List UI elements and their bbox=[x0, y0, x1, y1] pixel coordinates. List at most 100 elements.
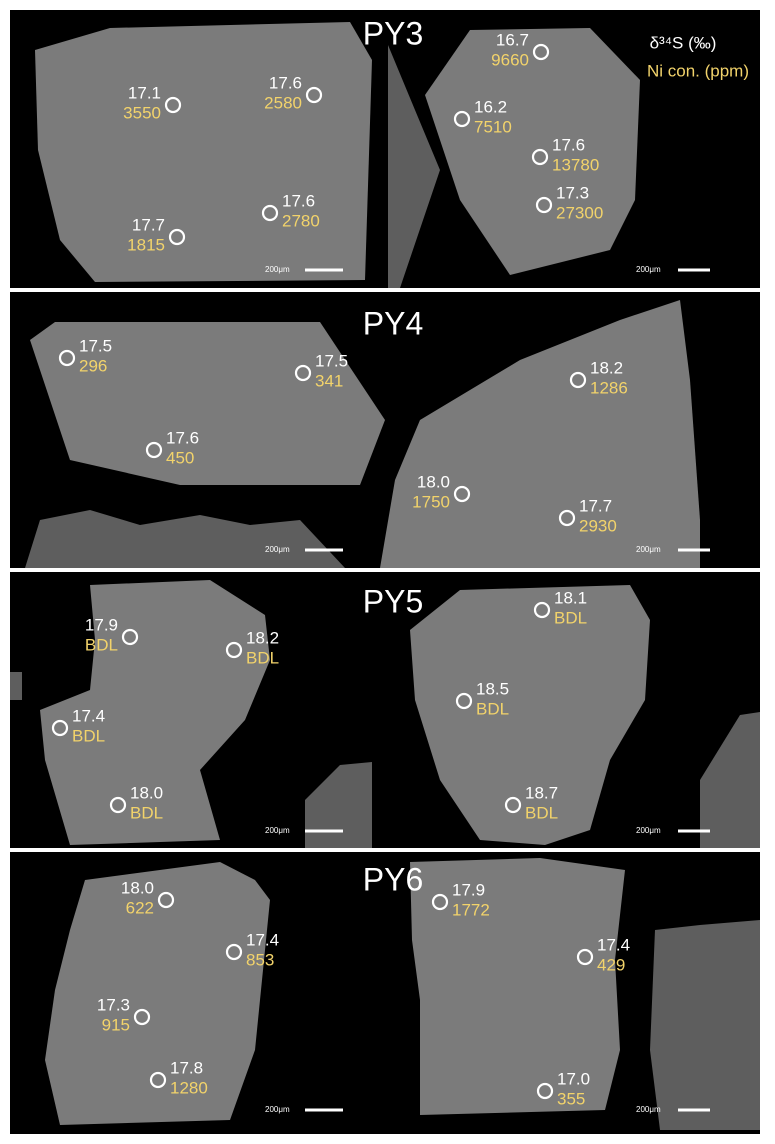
nickel-value: 1280 bbox=[170, 1078, 208, 1097]
spot-marker bbox=[455, 692, 473, 710]
nickel-value: 622 bbox=[126, 898, 154, 917]
spot-marker bbox=[51, 719, 69, 737]
grain bbox=[40, 580, 270, 845]
isotope-value: 18.2 bbox=[246, 628, 279, 647]
panel-title: PY5 bbox=[363, 583, 423, 619]
nickel-value: BDL bbox=[554, 608, 587, 627]
isotope-value: 17.4 bbox=[72, 706, 105, 725]
grain bbox=[650, 920, 760, 1130]
isotope-value: 17.6 bbox=[282, 191, 315, 210]
scale-label: 200μm bbox=[636, 545, 661, 554]
spot-marker bbox=[261, 204, 279, 222]
isotope-value: 17.8 bbox=[170, 1058, 203, 1077]
spot-marker bbox=[531, 148, 549, 166]
spot-marker bbox=[558, 509, 576, 527]
nickel-value: 341 bbox=[315, 371, 343, 390]
scale-label: 200μm bbox=[636, 1105, 661, 1114]
grain bbox=[25, 510, 345, 568]
spot-marker bbox=[569, 371, 587, 389]
grain bbox=[410, 585, 650, 845]
spot-marker bbox=[225, 943, 243, 961]
scale-label: 200μm bbox=[265, 265, 290, 274]
spot-marker bbox=[133, 1008, 151, 1026]
spot-marker bbox=[536, 1082, 554, 1100]
spot-marker bbox=[168, 228, 186, 246]
grain bbox=[410, 858, 625, 1115]
nickel-value: 1750 bbox=[412, 492, 450, 511]
panel-title: PY4 bbox=[363, 305, 423, 341]
nickel-value: BDL bbox=[246, 648, 279, 667]
grain bbox=[425, 28, 640, 275]
spot-marker bbox=[157, 891, 175, 909]
isotope-value: 17.1 bbox=[128, 83, 161, 102]
nickel-value: BDL bbox=[476, 699, 509, 718]
spot-marker bbox=[576, 948, 594, 966]
isotope-value: 18.1 bbox=[554, 588, 587, 607]
spot-marker bbox=[453, 110, 471, 128]
nickel-value: 1815 bbox=[127, 235, 165, 254]
isotope-value: 18.0 bbox=[130, 783, 163, 802]
spot-marker bbox=[453, 485, 471, 503]
spot-marker bbox=[535, 196, 553, 214]
nickel-value: 915 bbox=[102, 1015, 130, 1034]
nickel-value: BDL bbox=[130, 803, 163, 822]
isotope-value: 16.2 bbox=[474, 97, 507, 116]
nickel-value: 1286 bbox=[590, 378, 628, 397]
grain bbox=[700, 712, 760, 848]
isotope-value: 17.9 bbox=[452, 880, 485, 899]
isotope-value: 16.7 bbox=[496, 30, 529, 49]
isotope-value: 18.0 bbox=[417, 472, 450, 491]
isotope-value: 17.4 bbox=[246, 930, 279, 949]
isotope-value: 17.0 bbox=[557, 1069, 590, 1088]
nickel-value: 2930 bbox=[579, 516, 617, 535]
legend-isotope: δ³⁴S (‰) bbox=[650, 33, 717, 52]
spot-marker bbox=[533, 601, 551, 619]
isotope-value: 18.0 bbox=[121, 878, 154, 897]
nickel-value: 450 bbox=[166, 448, 194, 467]
nickel-value: 9660 bbox=[491, 50, 529, 69]
nickel-value: 296 bbox=[79, 356, 107, 375]
spot-marker bbox=[305, 86, 323, 104]
panel-title: PY6 bbox=[363, 861, 423, 897]
isotope-value: 17.3 bbox=[556, 183, 589, 202]
isotope-value: 17.6 bbox=[552, 135, 585, 154]
isotope-value: 17.3 bbox=[97, 995, 130, 1014]
spot-marker bbox=[164, 96, 182, 114]
nickel-value: 13780 bbox=[552, 155, 599, 174]
spot-marker bbox=[145, 441, 163, 459]
scale-label: 200μm bbox=[265, 826, 290, 835]
nickel-value: 27300 bbox=[556, 203, 603, 222]
spot-marker bbox=[121, 628, 139, 646]
scale-label: 200μm bbox=[265, 1105, 290, 1114]
nickel-value: 429 bbox=[597, 955, 625, 974]
nickel-value: BDL bbox=[72, 726, 105, 745]
spot-marker bbox=[431, 893, 449, 911]
nickel-value: BDL bbox=[85, 635, 118, 654]
panel-title: PY3 bbox=[363, 15, 423, 51]
scale-label: 200μm bbox=[636, 826, 661, 835]
grain bbox=[45, 862, 270, 1125]
nickel-value: 7510 bbox=[474, 117, 512, 136]
isotope-value: 18.2 bbox=[590, 358, 623, 377]
grain bbox=[388, 45, 440, 288]
isotope-value: 17.5 bbox=[79, 336, 112, 355]
nickel-value: 1772 bbox=[452, 900, 490, 919]
spot-marker bbox=[109, 796, 127, 814]
nickel-value: 853 bbox=[246, 950, 274, 969]
isotope-value: 17.7 bbox=[579, 496, 612, 515]
scale-label: 200μm bbox=[265, 545, 290, 554]
spot-marker bbox=[294, 364, 312, 382]
nickel-value: 3550 bbox=[123, 103, 161, 122]
isotope-value: 17.6 bbox=[269, 73, 302, 92]
nickel-value: 2780 bbox=[282, 211, 320, 230]
legend-nickel: Ni con. (ppm) bbox=[647, 61, 749, 80]
nickel-value: 2580 bbox=[264, 93, 302, 112]
nickel-value: BDL bbox=[525, 803, 558, 822]
spot-marker bbox=[225, 641, 243, 659]
isotope-value: 17.7 bbox=[132, 215, 165, 234]
isotope-value: 17.9 bbox=[85, 615, 118, 634]
spot-marker bbox=[504, 796, 522, 814]
isotope-value: 18.7 bbox=[525, 783, 558, 802]
spot-marker bbox=[149, 1071, 167, 1089]
